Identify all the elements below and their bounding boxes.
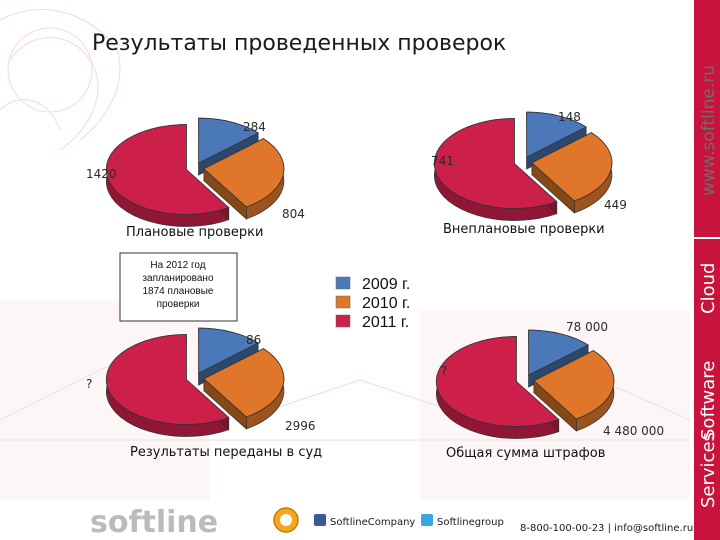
legend-label: 2010 г. [362, 295, 410, 312]
planned-note-box: На 2012 год запланировано 1874 плановые … [119, 252, 238, 322]
pie-slice-top [105, 124, 230, 215]
note-line: проверки [157, 299, 200, 310]
slice-label: 148 [558, 110, 581, 124]
slice-label: 284 [243, 120, 266, 134]
pie-slice-top [203, 348, 285, 418]
pie-slice-top [528, 329, 589, 376]
pie-slice-top [526, 111, 587, 158]
pie-slice-top [198, 117, 259, 164]
chart-caption: Плановые проверки [126, 225, 263, 240]
pie-slice-2010 [533, 350, 615, 432]
side-brand-band [694, 0, 720, 540]
facebook-icon[interactable] [314, 514, 326, 526]
slice-label: 804 [282, 207, 305, 221]
award-badge-icon [273, 507, 299, 533]
slide-title: Результаты проведенных проверок [92, 31, 506, 56]
pie-slice-2011 [105, 124, 230, 227]
chart-legend: 2009 г. 2010 г. 2011 г. [335, 276, 410, 331]
slice-label: 1420 [86, 167, 117, 181]
twitter-link[interactable]: Softlinegroup [437, 517, 504, 528]
legend-swatch-2009 [335, 276, 351, 290]
pie-slice-top [435, 336, 560, 427]
pie-slice-2011 [433, 118, 558, 221]
pie-chart-fines [435, 329, 615, 439]
chart-caption: Общая сумма штрафов [446, 446, 605, 461]
pie-slice-top [203, 138, 285, 208]
chart-caption: Результаты переданы в суд [130, 445, 322, 460]
side-label-software: Software [698, 361, 719, 440]
slice-label: 449 [604, 198, 627, 212]
note-line: 1874 плановые [143, 286, 214, 297]
pie-slice-top [433, 118, 558, 209]
pie-slice-2011 [105, 334, 230, 437]
side-label-services: Services [698, 432, 719, 508]
chart-caption: Внеплановые проверки [443, 222, 605, 237]
slice-label: 741 [431, 154, 454, 168]
note-line: На 2012 год [150, 260, 205, 271]
pie-chart-unplanned [433, 111, 613, 221]
pie-slice-2011 [435, 336, 560, 439]
pie-slice-2010 [203, 138, 285, 220]
pie-slice-top [533, 350, 615, 420]
note-line: запланировано [142, 273, 213, 284]
legend-label: 2011 г. [362, 314, 409, 331]
pie-slice-top [531, 132, 613, 202]
slice-label: ? [441, 364, 447, 378]
legend-swatch-2010 [335, 295, 351, 309]
facebook-link[interactable]: SoftlineCompany [330, 517, 415, 528]
slice-label: 86 [246, 333, 261, 347]
pie-chart-court [105, 327, 285, 437]
footer-bar [0, 500, 694, 540]
slice-label: 2996 [285, 419, 316, 433]
softline-logo: softline [90, 505, 218, 540]
contact-info: 8-800-100-00-23 | info@softline.ru [520, 523, 693, 534]
twitter-icon[interactable] [421, 514, 433, 526]
pie-chart-planned [105, 117, 285, 227]
side-label-cloud: Cloud [698, 263, 719, 314]
slice-label: 78 000 [566, 320, 608, 334]
pie-slice-top [105, 334, 230, 425]
slice-label: ? [86, 377, 92, 391]
pie-slice-2010 [203, 348, 285, 430]
pie-slice-top [198, 327, 259, 374]
legend-swatch-2011 [335, 314, 351, 328]
website-url[interactable]: www.softline.ru [699, 65, 719, 196]
slice-label: 4 480 000 [603, 424, 664, 438]
pie-slice-2010 [531, 132, 613, 214]
legend-label: 2009 г. [362, 276, 410, 293]
